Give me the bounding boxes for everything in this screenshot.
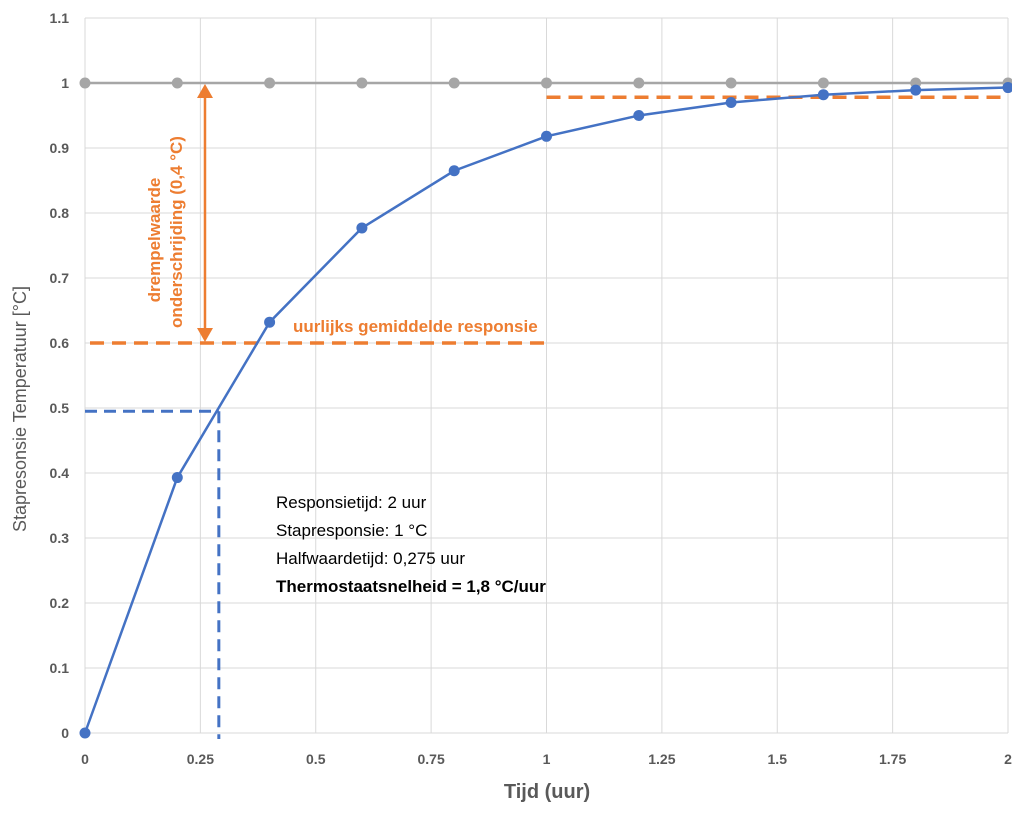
threshold-arrow-head-bottom [197, 328, 213, 342]
threshold-label-line1: drempelwaarde [145, 178, 164, 303]
x-tick-label: 0.75 [418, 751, 445, 767]
step-input-point [449, 78, 460, 89]
info-response-time: Responsietijd: 2 uur [276, 493, 427, 512]
y-tick-label: 0.9 [50, 140, 70, 156]
grid [85, 18, 1008, 733]
y-tick-label: 0.4 [50, 465, 70, 481]
hourly-mean-label: uurlijks gemiddelde responsie [293, 317, 538, 336]
temperature-response-point [726, 97, 737, 108]
y-tick-label: 0.1 [50, 660, 70, 676]
x-tick-label: 0 [81, 751, 89, 767]
y-tick-label: 0.6 [50, 335, 70, 351]
y-tick-label: 0.3 [50, 530, 70, 546]
y-tick-label: 0.7 [50, 270, 70, 286]
y-tick-label: 0.8 [50, 205, 70, 221]
step-input-point [172, 78, 183, 89]
temperature-response-point [449, 165, 460, 176]
x-tick-label: 0.5 [306, 751, 326, 767]
temperature-response-point [264, 317, 275, 328]
temperature-response-point [172, 472, 183, 483]
x-tick-label: 1 [543, 751, 551, 767]
temperature-response-point [541, 131, 552, 142]
x-tick-label: 1.75 [879, 751, 906, 767]
y-tick-label: 1 [61, 75, 69, 91]
temperature-response-point [80, 728, 91, 739]
y-tick-label: 0.2 [50, 595, 70, 611]
info-thermostat-speed: Thermostaatsnelheid = 1,8 °C/uur [276, 577, 546, 596]
temperature-response-point [910, 85, 921, 96]
x-tick-label: 0.25 [187, 751, 214, 767]
threshold-arrow-head-top [197, 84, 213, 98]
x-tick-label: 1.25 [648, 751, 675, 767]
x-tick-label: 1.5 [768, 751, 788, 767]
tick-labels: 0 0.1 0.2 0.3 0.4 0.5 0.6 0.7 0.8 0.9 1 1.1 0 0.25 0.5… [50, 10, 1012, 767]
y-tick-label: 1.1 [50, 10, 70, 26]
step-input-point [818, 78, 829, 89]
temperature-response-point [818, 89, 829, 100]
step-input-point [80, 78, 91, 89]
y-axis-title: Stapresonsie Temperatuur [°C] [10, 286, 30, 532]
y-tick-label: 0 [61, 725, 69, 741]
info-half-value-time: Halfwaardetijd: 0,275 uur [276, 549, 465, 568]
x-tick-label: 2 [1004, 751, 1012, 767]
threshold-label-line2: onderschrijding (0,4 °C) [167, 136, 186, 328]
x-axis-title: Tijd (uur) [504, 781, 590, 803]
temperature-response-point [356, 222, 367, 233]
step-input-point [633, 78, 644, 89]
step-input-point [726, 78, 737, 89]
step-input-point [541, 78, 552, 89]
temperature-response-point [633, 110, 644, 121]
step-input-point [264, 78, 275, 89]
y-tick-label: 0.5 [50, 400, 70, 416]
info-step-response: Stapresponsie: 1 °C [276, 521, 427, 540]
step-input-point [356, 78, 367, 89]
